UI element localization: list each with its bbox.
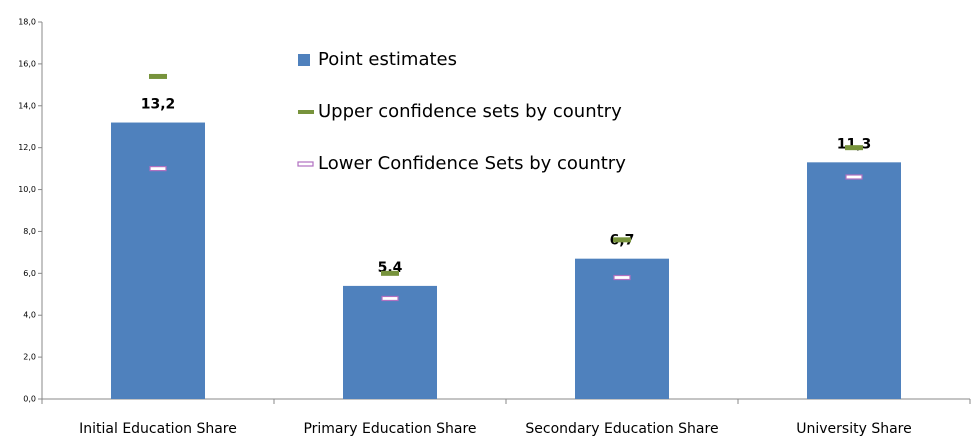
bar [111, 122, 205, 400]
y-tick-label: 8,0 [23, 227, 36, 236]
upper-marker [381, 270, 399, 276]
y-tick-label: 14,0 [18, 101, 36, 110]
lower-marker [613, 274, 631, 281]
bar [575, 258, 669, 399]
legend-label: Point estimates [318, 49, 457, 70]
bar [807, 162, 901, 399]
legend-swatch [298, 110, 314, 114]
x-tick-label: Secondary Education Share [525, 421, 718, 437]
legend-swatch [298, 54, 310, 66]
bar [343, 285, 437, 399]
x-tick-label: Initial Education Share [79, 421, 237, 437]
y-tick-label: 0,0 [23, 395, 36, 404]
lower-marker [149, 166, 167, 172]
upper-marker [613, 237, 631, 243]
y-tick-label: 18,0 [18, 18, 36, 27]
y-tick-label: 2,0 [23, 353, 36, 362]
legend-label: Lower Confidence Sets by country [318, 153, 626, 174]
x-tick-label: Primary Education Share [303, 421, 476, 437]
value-label: 13,2 [141, 97, 176, 113]
y-tick-label: 16,0 [18, 59, 36, 68]
upper-marker [845, 145, 863, 151]
legend-label: Upper confidence sets by country [318, 101, 622, 122]
lower-marker [845, 174, 863, 180]
legend-swatch [297, 161, 314, 167]
y-tick-label: 12,0 [18, 143, 36, 152]
y-tick-label: 10,0 [18, 185, 36, 194]
y-tick-label: 4,0 [23, 311, 36, 320]
x-tick-label: University Share [796, 421, 911, 437]
lower-marker [381, 295, 399, 302]
upper-marker [149, 73, 167, 79]
y-tick-label: 6,0 [23, 269, 36, 278]
